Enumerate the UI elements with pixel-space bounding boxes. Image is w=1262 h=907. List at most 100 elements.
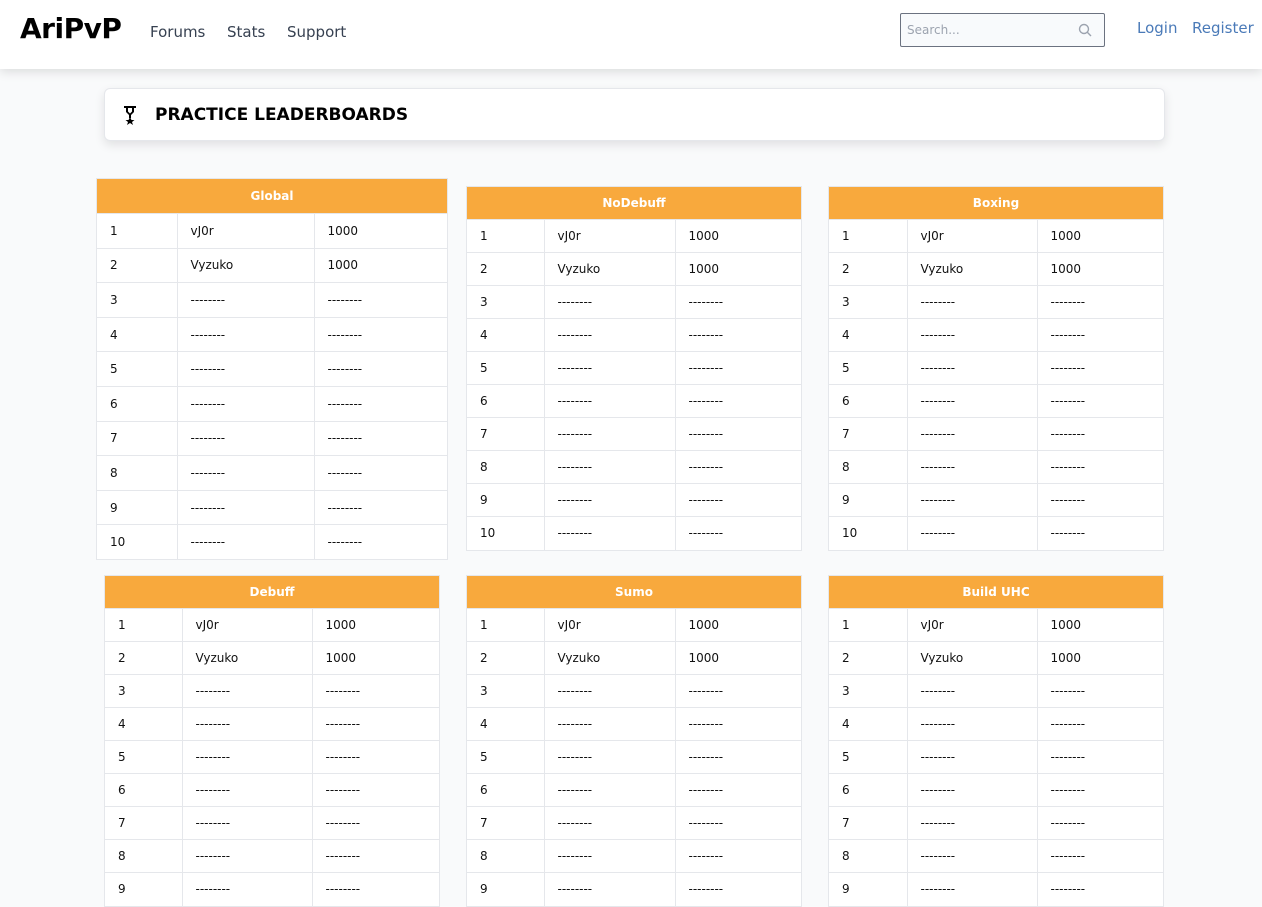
- cell-rank: 1: [829, 608, 908, 642]
- table-row: 9 -------- --------: [829, 872, 1163, 906]
- cell-rating: 1000: [314, 213, 447, 249]
- table-row: 7 -------- --------: [829, 417, 1163, 451]
- leaderboard-title: Global: [97, 179, 447, 213]
- search-input[interactable]: [901, 14, 1071, 46]
- login-link[interactable]: Login: [1137, 19, 1178, 37]
- cell-player: --------: [177, 455, 315, 491]
- cell-rating: --------: [675, 285, 801, 319]
- cell-rating: 1000: [675, 252, 801, 286]
- cell-player: vJ0r: [907, 219, 1038, 253]
- cell-player: Vyzuko: [907, 252, 1038, 286]
- cell-player: --------: [907, 450, 1038, 484]
- cell-rating: --------: [675, 806, 801, 840]
- cell-player: vJ0r: [182, 608, 313, 642]
- cell-rank: 7: [105, 806, 183, 840]
- table-row: 2 Vyzuko 1000: [97, 247, 447, 283]
- table-row: 7 -------- --------: [105, 806, 439, 840]
- leaderboard-nodebuff: NoDebuff 1 vJ0r 1000 2 Vyzuko 1000 3 -------- ---…: [466, 186, 802, 551]
- cell-rank: 3: [829, 285, 908, 319]
- cell-player: --------: [182, 806, 313, 840]
- table-row: 10 -------- --------: [97, 524, 447, 560]
- cell-rating: --------: [675, 318, 801, 352]
- cell-rank: 7: [829, 806, 908, 840]
- cell-rating: --------: [314, 316, 447, 352]
- table-row: 2 Vyzuko 1000: [829, 252, 1163, 286]
- table-row: 4 -------- --------: [97, 316, 447, 352]
- cell-rank: 4: [467, 707, 545, 741]
- medal-icon: [123, 105, 137, 129]
- cell-rating: --------: [1037, 483, 1163, 517]
- cell-player: --------: [182, 773, 313, 807]
- cell-rating: --------: [312, 839, 439, 873]
- cell-rating: --------: [312, 707, 439, 741]
- cell-player: --------: [907, 806, 1038, 840]
- cell-player: --------: [544, 707, 676, 741]
- cell-rating: --------: [312, 773, 439, 807]
- table-row: 2 Vyzuko 1000: [829, 641, 1163, 675]
- cell-player: --------: [907, 872, 1038, 906]
- table-row: 1 vJ0r 1000: [829, 219, 1163, 253]
- table-row: 5 -------- --------: [105, 740, 439, 774]
- table-row: 8 -------- --------: [97, 455, 447, 491]
- cell-rating: --------: [314, 489, 447, 525]
- cell-player: --------: [544, 351, 676, 385]
- cell-rating: --------: [314, 420, 447, 456]
- cell-rank: 8: [467, 450, 545, 484]
- table-row: 9 -------- --------: [467, 483, 801, 517]
- cell-rating: --------: [675, 839, 801, 873]
- cell-player: vJ0r: [544, 219, 676, 253]
- cell-rating: --------: [675, 872, 801, 906]
- cell-rank: 5: [467, 740, 545, 774]
- cell-rank: 2: [829, 641, 908, 675]
- table-row: 5 -------- --------: [467, 740, 801, 774]
- register-link[interactable]: Register: [1192, 19, 1254, 37]
- cell-rating: --------: [314, 282, 447, 318]
- cell-player: Vyzuko: [544, 252, 676, 286]
- cell-rank: 6: [467, 384, 545, 418]
- cell-rank: 1: [97, 213, 178, 249]
- site-logo[interactable]: AriPvP: [20, 12, 122, 45]
- table-row: 8 -------- --------: [467, 450, 801, 484]
- table-row: 9 -------- --------: [97, 489, 447, 525]
- nav-support[interactable]: Support: [287, 23, 347, 41]
- table-row: 3 -------- --------: [97, 282, 447, 318]
- cell-rank: 5: [829, 740, 908, 774]
- cell-rank: 4: [467, 318, 545, 352]
- table-row: 1 vJ0r 1000: [467, 608, 801, 642]
- cell-rank: 10: [467, 516, 545, 550]
- cell-player: --------: [544, 516, 676, 550]
- leaderboard-title: Build UHC: [829, 576, 1163, 608]
- cell-player: --------: [177, 282, 315, 318]
- cell-player: --------: [182, 707, 313, 741]
- search-box: [900, 13, 1105, 47]
- cell-player: --------: [544, 773, 676, 807]
- cell-rating: --------: [314, 524, 447, 560]
- table-row: 6 -------- --------: [97, 385, 447, 422]
- cell-rank: 4: [105, 707, 183, 741]
- cell-rank: 4: [97, 316, 178, 352]
- cell-rank: 3: [97, 282, 178, 318]
- nav-forums[interactable]: Forums: [150, 23, 206, 41]
- cell-player: --------: [907, 773, 1038, 807]
- cell-rating: --------: [314, 455, 447, 491]
- table-row: 4 -------- --------: [467, 707, 801, 741]
- table-row: 8 -------- --------: [829, 839, 1163, 873]
- cell-rank: 7: [97, 420, 178, 456]
- leaderboard-title: Debuff: [105, 576, 439, 608]
- table-row: 7 -------- --------: [467, 417, 801, 451]
- cell-rank: 3: [467, 285, 545, 319]
- table-row: 8 -------- --------: [467, 839, 801, 873]
- cell-player: Vyzuko: [907, 641, 1038, 675]
- cell-player: --------: [544, 384, 676, 418]
- search-icon[interactable]: [1078, 22, 1092, 41]
- table-row: 9 -------- --------: [105, 872, 439, 906]
- table-row: 4 -------- --------: [467, 318, 801, 352]
- cell-rating: --------: [1037, 707, 1163, 741]
- table-row: 6 -------- --------: [829, 384, 1163, 418]
- cell-player: --------: [182, 872, 313, 906]
- nav-stats[interactable]: Stats: [227, 23, 266, 41]
- cell-player: Vyzuko: [177, 247, 315, 283]
- cell-player: --------: [907, 516, 1038, 550]
- table-row: 10 -------- --------: [829, 516, 1163, 550]
- cell-rank: 10: [829, 516, 908, 550]
